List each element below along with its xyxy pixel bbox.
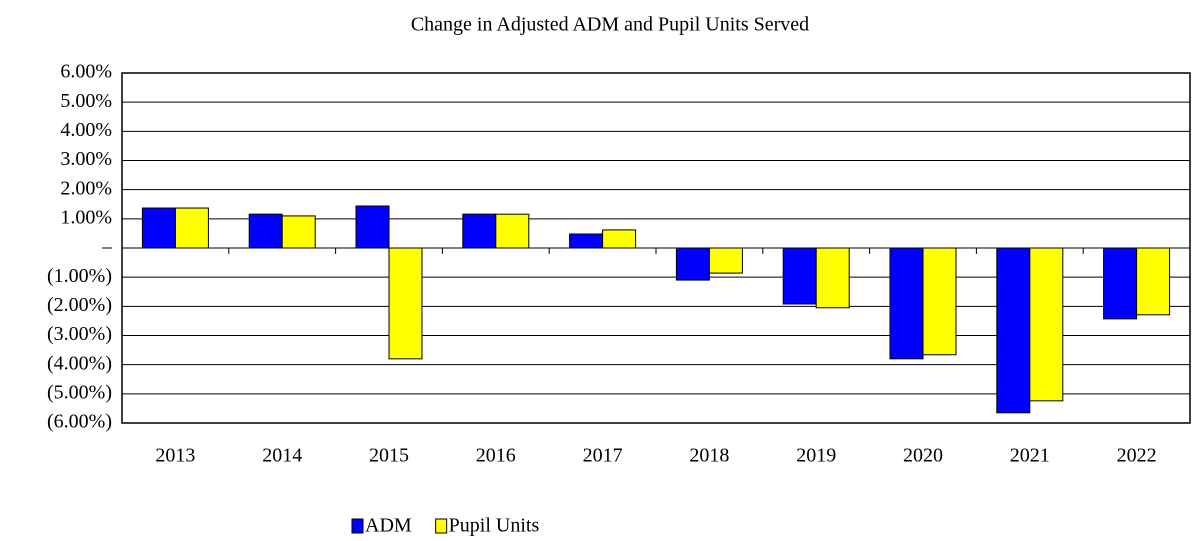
y-tick-label: (5.00%) <box>47 381 112 403</box>
x-tick-label: 2018 <box>689 445 729 467</box>
x-tick-label: 2014 <box>262 445 302 467</box>
y-tick-label: 3.00% <box>60 148 112 170</box>
y-tick-label: (6.00%) <box>47 411 112 433</box>
legend-label: Pupil Units <box>449 515 540 537</box>
bar <box>141 207 176 249</box>
y-tick-label: 6.00% <box>60 61 112 83</box>
y-tick-label: (2.00%) <box>47 294 112 316</box>
y-tick-label: (3.00%) <box>47 323 112 345</box>
bar <box>675 247 710 281</box>
x-tick-label: 2017 <box>583 445 623 467</box>
y-tick-label: 5.00% <box>60 90 112 112</box>
y-tick-label: (4.00%) <box>47 352 112 374</box>
y-tick-label: – <box>101 236 113 258</box>
bar <box>1103 247 1138 320</box>
bar <box>388 247 423 360</box>
bar <box>174 207 209 249</box>
x-tick-label: 2015 <box>369 445 409 467</box>
x-tick-label: 2021 <box>1010 445 1050 467</box>
bar <box>1136 247 1171 316</box>
bar <box>248 213 283 249</box>
y-tick-label: 2.00% <box>60 177 112 199</box>
y-tick-label: (1.00%) <box>47 265 112 287</box>
bar <box>602 229 637 249</box>
bar <box>355 205 390 249</box>
x-tick-label: 2020 <box>903 445 943 467</box>
bar <box>889 247 924 360</box>
chart-title: Change in Adjusted ADM and Pupil Units S… <box>411 14 809 36</box>
y-tick-label: 4.00% <box>60 119 112 141</box>
bar <box>281 215 316 249</box>
legend-label: ADM <box>365 515 412 537</box>
x-tick-label: 2013 <box>155 445 195 467</box>
plot-frame <box>121 72 1191 424</box>
bar <box>1029 247 1064 402</box>
bar <box>495 213 530 249</box>
x-tick-label: 2022 <box>1117 445 1157 467</box>
bar <box>782 247 817 305</box>
legend-swatch <box>435 518 448 534</box>
bar <box>708 247 743 274</box>
bar <box>569 233 604 249</box>
bar <box>996 247 1031 414</box>
bar <box>815 247 850 309</box>
bar <box>922 247 957 356</box>
bar <box>462 213 497 249</box>
x-tick-label: 2016 <box>476 445 516 467</box>
y-tick-label: 1.00% <box>60 206 112 228</box>
x-tick-label: 2019 <box>796 445 836 467</box>
legend-swatch <box>351 518 364 534</box>
